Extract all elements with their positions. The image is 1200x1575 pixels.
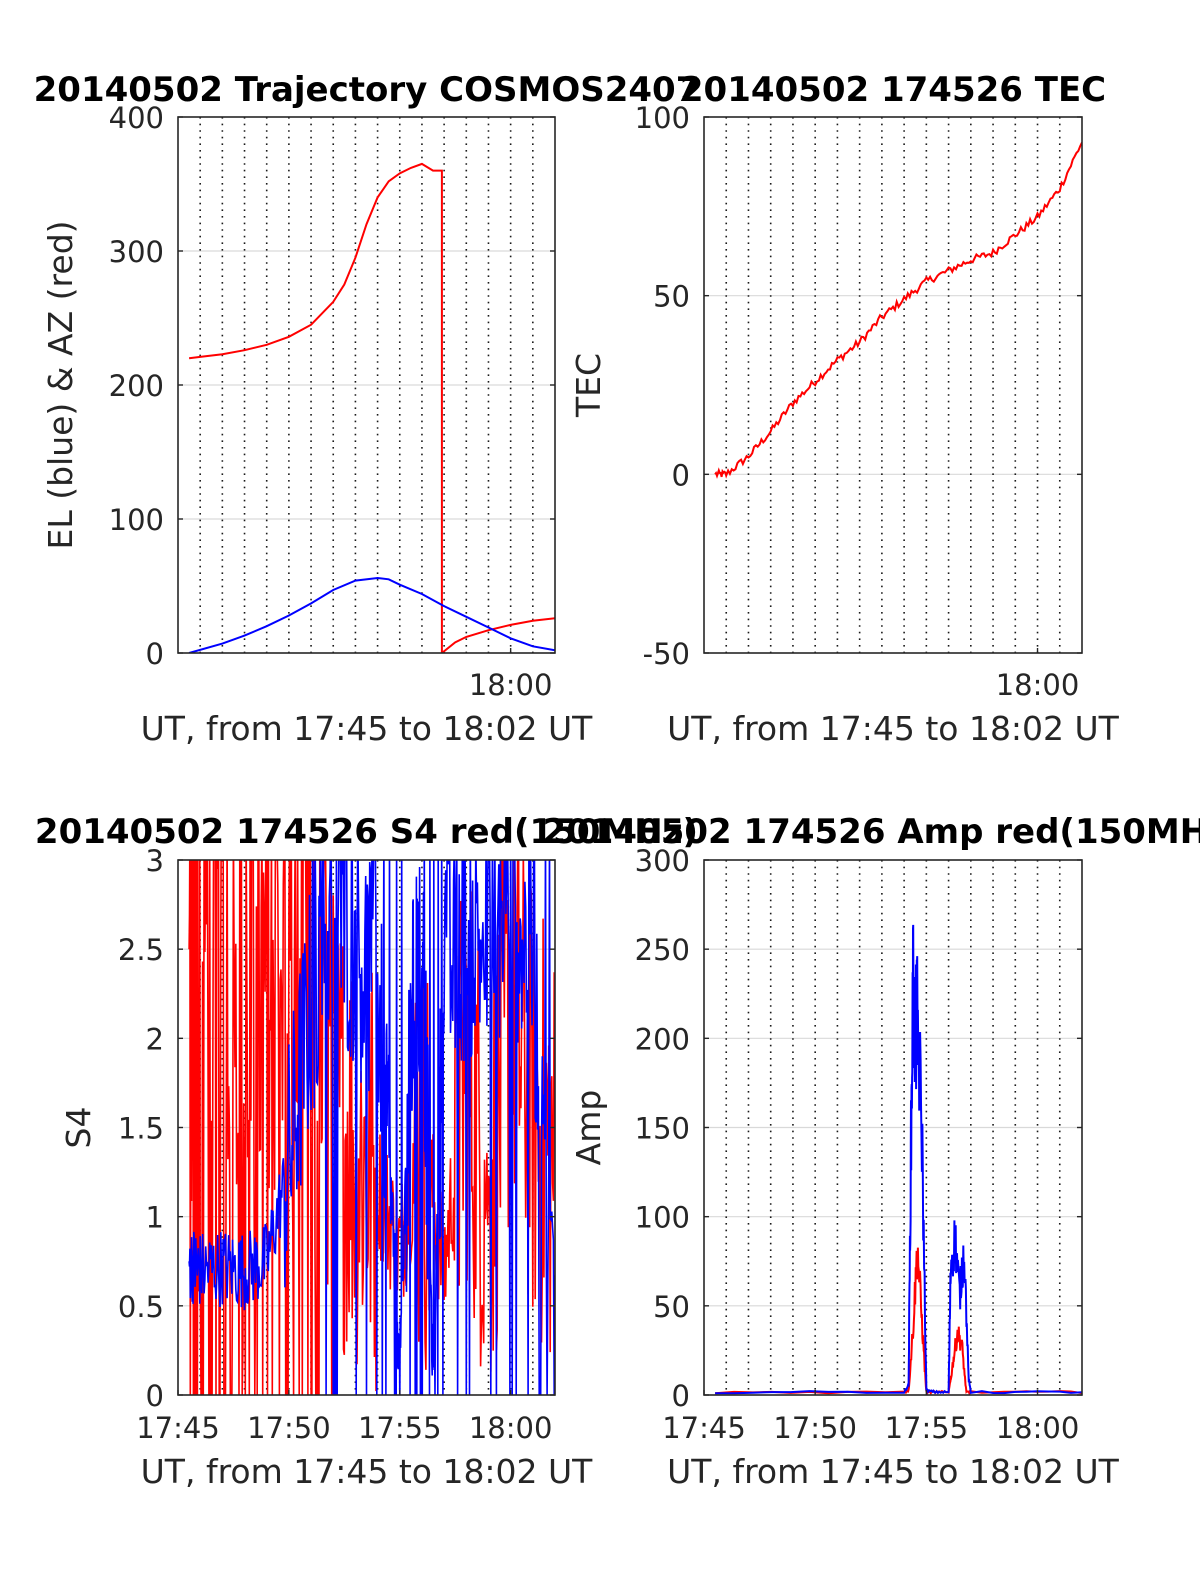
chart-title: 20140502 174526 TEC	[680, 70, 1106, 110]
panel-trajectory: 0 100 200 300 400 18:00 20140502 Trajectory CO…	[34, 70, 700, 748]
x-axis-label: UT, from 17:45 to 18:02 UT	[141, 1452, 594, 1491]
x-tick-label: 17:45	[662, 1411, 746, 1445]
y-tick-label: 50	[653, 1290, 690, 1324]
y-tick-label: 100	[635, 1201, 690, 1235]
y-tick-label: 0	[146, 637, 164, 671]
series-line-1	[188, 860, 555, 1395]
y-tick-label: 0	[146, 1379, 164, 1413]
x-axis-label: UT, from 17:45 to 18:02 UT	[667, 1452, 1120, 1491]
x-axis-label: UT, from 17:45 to 18:02 UT	[141, 709, 594, 748]
x-tick-label: 17:55	[358, 1411, 442, 1445]
y-tick-label: 200	[109, 369, 164, 403]
x-tick-label: 18:00	[996, 668, 1080, 702]
series-line-1	[715, 924, 1082, 1395]
y-tick-label: -50	[643, 637, 690, 671]
chart-title: 20140502 174526 Amp red(150MHz)	[542, 812, 1200, 852]
y-axis-label: Amp	[569, 1090, 608, 1166]
y-axis-label: TEC	[569, 353, 608, 418]
y-tick-label: 1.5	[118, 1112, 164, 1146]
series-line-0	[188, 162, 555, 653]
x-axis-label: UT, from 17:45 to 18:02 UT	[667, 709, 1120, 748]
y-tick-label: 0	[672, 458, 690, 492]
panel-amp: 0 50 100 150 200 250 300 17:45 17:50 17:55 18:00 20…	[542, 812, 1200, 1491]
y-tick-label: 150	[635, 1112, 690, 1146]
y-tick-label: 200	[635, 1022, 690, 1056]
x-tick-label: 18:00	[996, 1411, 1080, 1445]
x-tick-label: 18:00	[469, 1411, 553, 1445]
panel-tec: -50 0 50 100 18:00 20140502 174526 TEC UT, fro…	[569, 70, 1120, 748]
x-tick-label: 17:45	[136, 1411, 220, 1445]
y-tick-label: 300	[109, 235, 164, 269]
y-tick-label: 250	[635, 933, 690, 967]
x-tick-label: 17:55	[885, 1411, 969, 1445]
y-tick-label: 100	[635, 101, 690, 135]
x-tick-label: 17:50	[247, 1411, 331, 1445]
y-tick-label: 400	[109, 101, 164, 135]
y-tick-label: 2.5	[118, 933, 164, 967]
y-tick-label: 50	[653, 280, 690, 314]
x-tick-label: 18:00	[469, 668, 553, 702]
y-tick-label: 0.5	[118, 1290, 164, 1324]
chart-title: 20140502 174526 S4 red(150MHz)	[35, 812, 698, 852]
series-line-0	[714, 142, 1082, 479]
chart-title: 20140502 Trajectory COSMOS2407	[34, 70, 700, 110]
y-tick-label: 1	[146, 1201, 164, 1235]
series-line-1	[188, 576, 555, 653]
y-tick-label: 0	[672, 1379, 690, 1413]
y-tick-label: 3	[146, 844, 164, 878]
y-tick-label: 2	[146, 1022, 164, 1056]
y-tick-label: 300	[635, 844, 690, 878]
plot-frame	[703, 116, 1083, 654]
x-tick-label: 17:50	[773, 1411, 857, 1445]
y-axis-label: S4	[59, 1107, 98, 1149]
y-tick-label: 100	[109, 503, 164, 537]
panel-s4: 0 0.5 1 1.5 2 2.5 3 17:45 17:50 17:55 18:00 2014050…	[35, 812, 698, 1491]
y-axis-label: EL (blue) & AZ (red)	[41, 220, 80, 549]
